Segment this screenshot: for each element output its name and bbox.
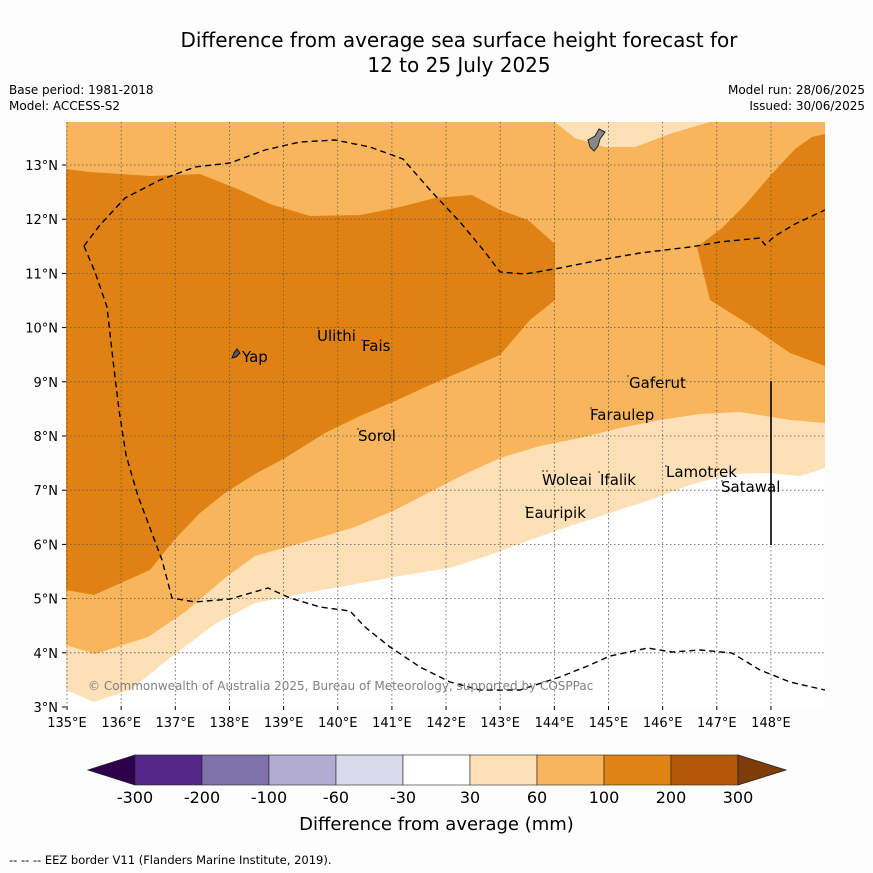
colorbar-segment xyxy=(402,754,471,786)
longitude-labels: 135°E 136°E 137°E 138°E 139°E 140°E 141°E 142°E… xyxy=(47,716,790,731)
colorbar-tick-label: 300 xyxy=(723,788,754,807)
lon-tick-label: 147°E xyxy=(697,716,737,731)
map-plot-area: Yap Ulithi Fais Sorol Gaferut Faraulep W… xyxy=(66,122,825,706)
place-label-eauripik: Eauripik xyxy=(525,504,586,522)
map-title: Difference from average sea surface heig… xyxy=(0,28,873,78)
eez-border-north xyxy=(83,139,825,275)
eez-border-west xyxy=(83,245,825,691)
lat-tick-label: 8°N xyxy=(34,430,59,445)
place-label-woleai: Woleai xyxy=(542,471,592,489)
colorbar-segment xyxy=(536,754,605,786)
lat-tick-label: 4°N xyxy=(34,647,59,662)
footnote: -- -- -- EEZ border V11 (Flanders Marine… xyxy=(9,853,332,867)
place-labels: Yap Ulithi Fais Sorol Gaferut Faraulep W… xyxy=(241,327,780,522)
colorbar-segment xyxy=(268,754,337,786)
lat-tick-label: 10°N xyxy=(25,322,58,337)
lon-tick-label: 144°E xyxy=(535,716,575,731)
lat-tick-label: 5°N xyxy=(34,593,59,608)
model-run: Model run: 28/06/2025 xyxy=(727,83,865,97)
colorbar-tick-label: 60 xyxy=(527,788,547,807)
place-label-ulithi: Ulithi xyxy=(317,327,356,345)
land-guam xyxy=(587,128,606,152)
colorbar-segment xyxy=(134,754,203,786)
place-label-yap: Yap xyxy=(241,348,268,366)
lon-tick-label: 137°E xyxy=(156,716,196,731)
lon-tick-label: 141°E xyxy=(372,716,412,731)
title-line-2: 12 to 25 July 2025 xyxy=(367,53,551,77)
place-label-sorol: Sorol xyxy=(358,427,396,445)
lat-tick-label: 12°N xyxy=(25,213,58,228)
issued-date: Issued: 30/06/2025 xyxy=(749,99,865,113)
colorbar-tick-label: -100 xyxy=(251,788,287,807)
colorbar-tick-label: 100 xyxy=(589,788,620,807)
lon-tick-label: 148°E xyxy=(751,716,791,731)
base-period: Base period: 1981-2018 xyxy=(9,83,154,97)
colorbar-segment xyxy=(603,754,672,786)
colorbar-tick-label: -30 xyxy=(390,788,416,807)
colorbar-tick-labels: -300 -200 -100 -60 -30 30 60 100 200 300 xyxy=(117,788,753,807)
place-label-gaferut: Gaferut xyxy=(629,374,686,392)
meta-left: Base period: 1981-2018 Model: ACCESS-S2 xyxy=(9,82,154,114)
band-100-200-east xyxy=(697,134,825,366)
lat-tick-label: 9°N xyxy=(34,376,59,391)
lat-tick-label: 3°N xyxy=(34,701,59,716)
lon-tick-label: 138°E xyxy=(210,716,250,731)
title-line-1: Difference from average sea surface heig… xyxy=(180,28,738,52)
latitude-labels: 13°N 12°N 11°N 10°N 9°N 8°N 7°N 6°N 5°N 4°N 3°N xyxy=(25,159,58,716)
copyright-notice: © Commonwealth of Australia 2025, Bureau… xyxy=(88,679,593,693)
gridlines xyxy=(66,122,825,706)
colorbar-segment xyxy=(469,754,538,786)
place-label-ifalik: Ifalik xyxy=(600,471,636,489)
lon-tick-label: 142°E xyxy=(426,716,466,731)
lat-tick-label: 7°N xyxy=(34,484,59,499)
place-label-faraulep: Faraulep xyxy=(590,406,654,424)
lat-tick-label: 11°N xyxy=(25,267,58,282)
colorbar-label: Difference from average (mm) xyxy=(299,814,574,835)
model-name: Model: ACCESS-S2 xyxy=(9,99,121,113)
lat-tick-label: 6°N xyxy=(34,538,59,553)
colorbar-segment xyxy=(201,754,270,786)
place-label-satawal: Satawal xyxy=(721,478,780,496)
lat-tick-label: 13°N xyxy=(25,159,58,174)
lon-tick-label: 146°E xyxy=(643,716,683,731)
lon-tick-label: 135°E xyxy=(47,716,87,731)
lon-tick-label: 139°E xyxy=(264,716,304,731)
colorbar-tick-label: 30 xyxy=(460,788,480,807)
colorbar-tick-label: -60 xyxy=(323,788,349,807)
place-label-lamotrek: Lamotrek xyxy=(666,463,737,481)
colorbar-tick-label: -300 xyxy=(117,788,153,807)
land-yap xyxy=(231,348,241,359)
lon-tick-label: 143°E xyxy=(480,716,520,731)
lon-tick-label: 145°E xyxy=(589,716,629,731)
eez-borders xyxy=(83,139,825,691)
axis-ticks xyxy=(62,164,772,710)
place-label-fais: Fais xyxy=(362,337,391,355)
colorbar-segment xyxy=(335,754,404,786)
meta-right: Model run: 28/06/2025 Issued: 30/06/2025 xyxy=(728,82,865,114)
colorbar-extend-low xyxy=(86,754,136,786)
lon-tick-label: 136°E xyxy=(101,716,141,731)
colorbar-segment xyxy=(670,754,739,786)
place-markers xyxy=(317,327,723,508)
colorbar-tick-label: -200 xyxy=(184,788,220,807)
colorbar xyxy=(86,754,788,786)
colorbar-extend-high xyxy=(737,754,788,786)
lon-tick-label: 140°E xyxy=(318,716,358,731)
colorbar-tick-label: 200 xyxy=(656,788,687,807)
